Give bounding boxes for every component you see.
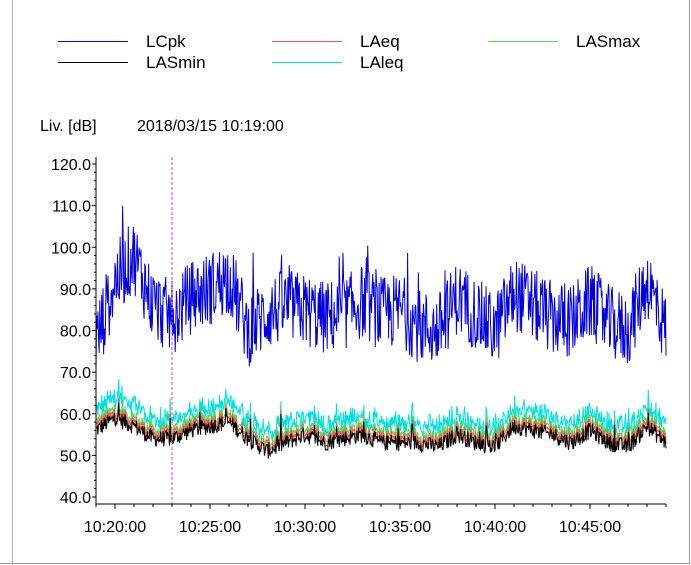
legend-swatch-lasmin [58,62,128,63]
legend-label-lcpk: LCpk [146,32,186,51]
x-tick-label: 10:30:00 [274,519,336,536]
legend-label-lasmax: LASmax [576,32,641,51]
series-line-lasmax [96,394,667,451]
y-tick-label: 100.0 [51,240,91,257]
window-left-edge [12,0,13,565]
y-tick-label: 120.0 [51,157,91,174]
axis-layer: 120.0 110.0 100.0 90.0 80.0 70.0 60.0 50.0 40.0 1… [51,157,667,536]
y-tick-label: 70.0 [60,365,91,382]
y-tick-label: 40.0 [60,490,91,507]
legend-swatch-lcpk [58,41,128,42]
x-tick-label: 10:20:00 [84,519,146,536]
series-line-lasmin [96,402,667,459]
y-axis-label: Liv. [dB] [40,118,97,135]
y-tick-label: 90.0 [60,282,91,299]
series-line-lcpk [95,205,667,370]
legend-swatch-lasmax [488,41,558,42]
x-tick-label: 10:40:00 [464,519,526,536]
start-timestamp: 2018/03/15 10:19:00 [137,118,284,135]
x-tick-label: 10:45:00 [559,519,621,536]
series-line-laleq [95,379,667,442]
legend-swatch-laeq [272,41,342,42]
legend-label-lasmin: LASmin [146,53,206,72]
y-tick-label: 110.0 [52,199,91,216]
series-line-laeq [95,398,667,455]
y-tick-label: 80.0 [60,324,91,341]
y-tick-label: 60.0 [60,407,91,424]
legend-swatch-laleq [272,62,342,63]
series-layer [95,205,667,459]
x-tick-label: 10:25:00 [179,519,241,536]
legend-label-laleq: LAleq [360,53,404,72]
legend-label-laeq: LAeq [360,32,400,51]
y-tick-label: 50.0 [60,448,91,465]
x-tick-label: 10:35:00 [369,519,431,536]
